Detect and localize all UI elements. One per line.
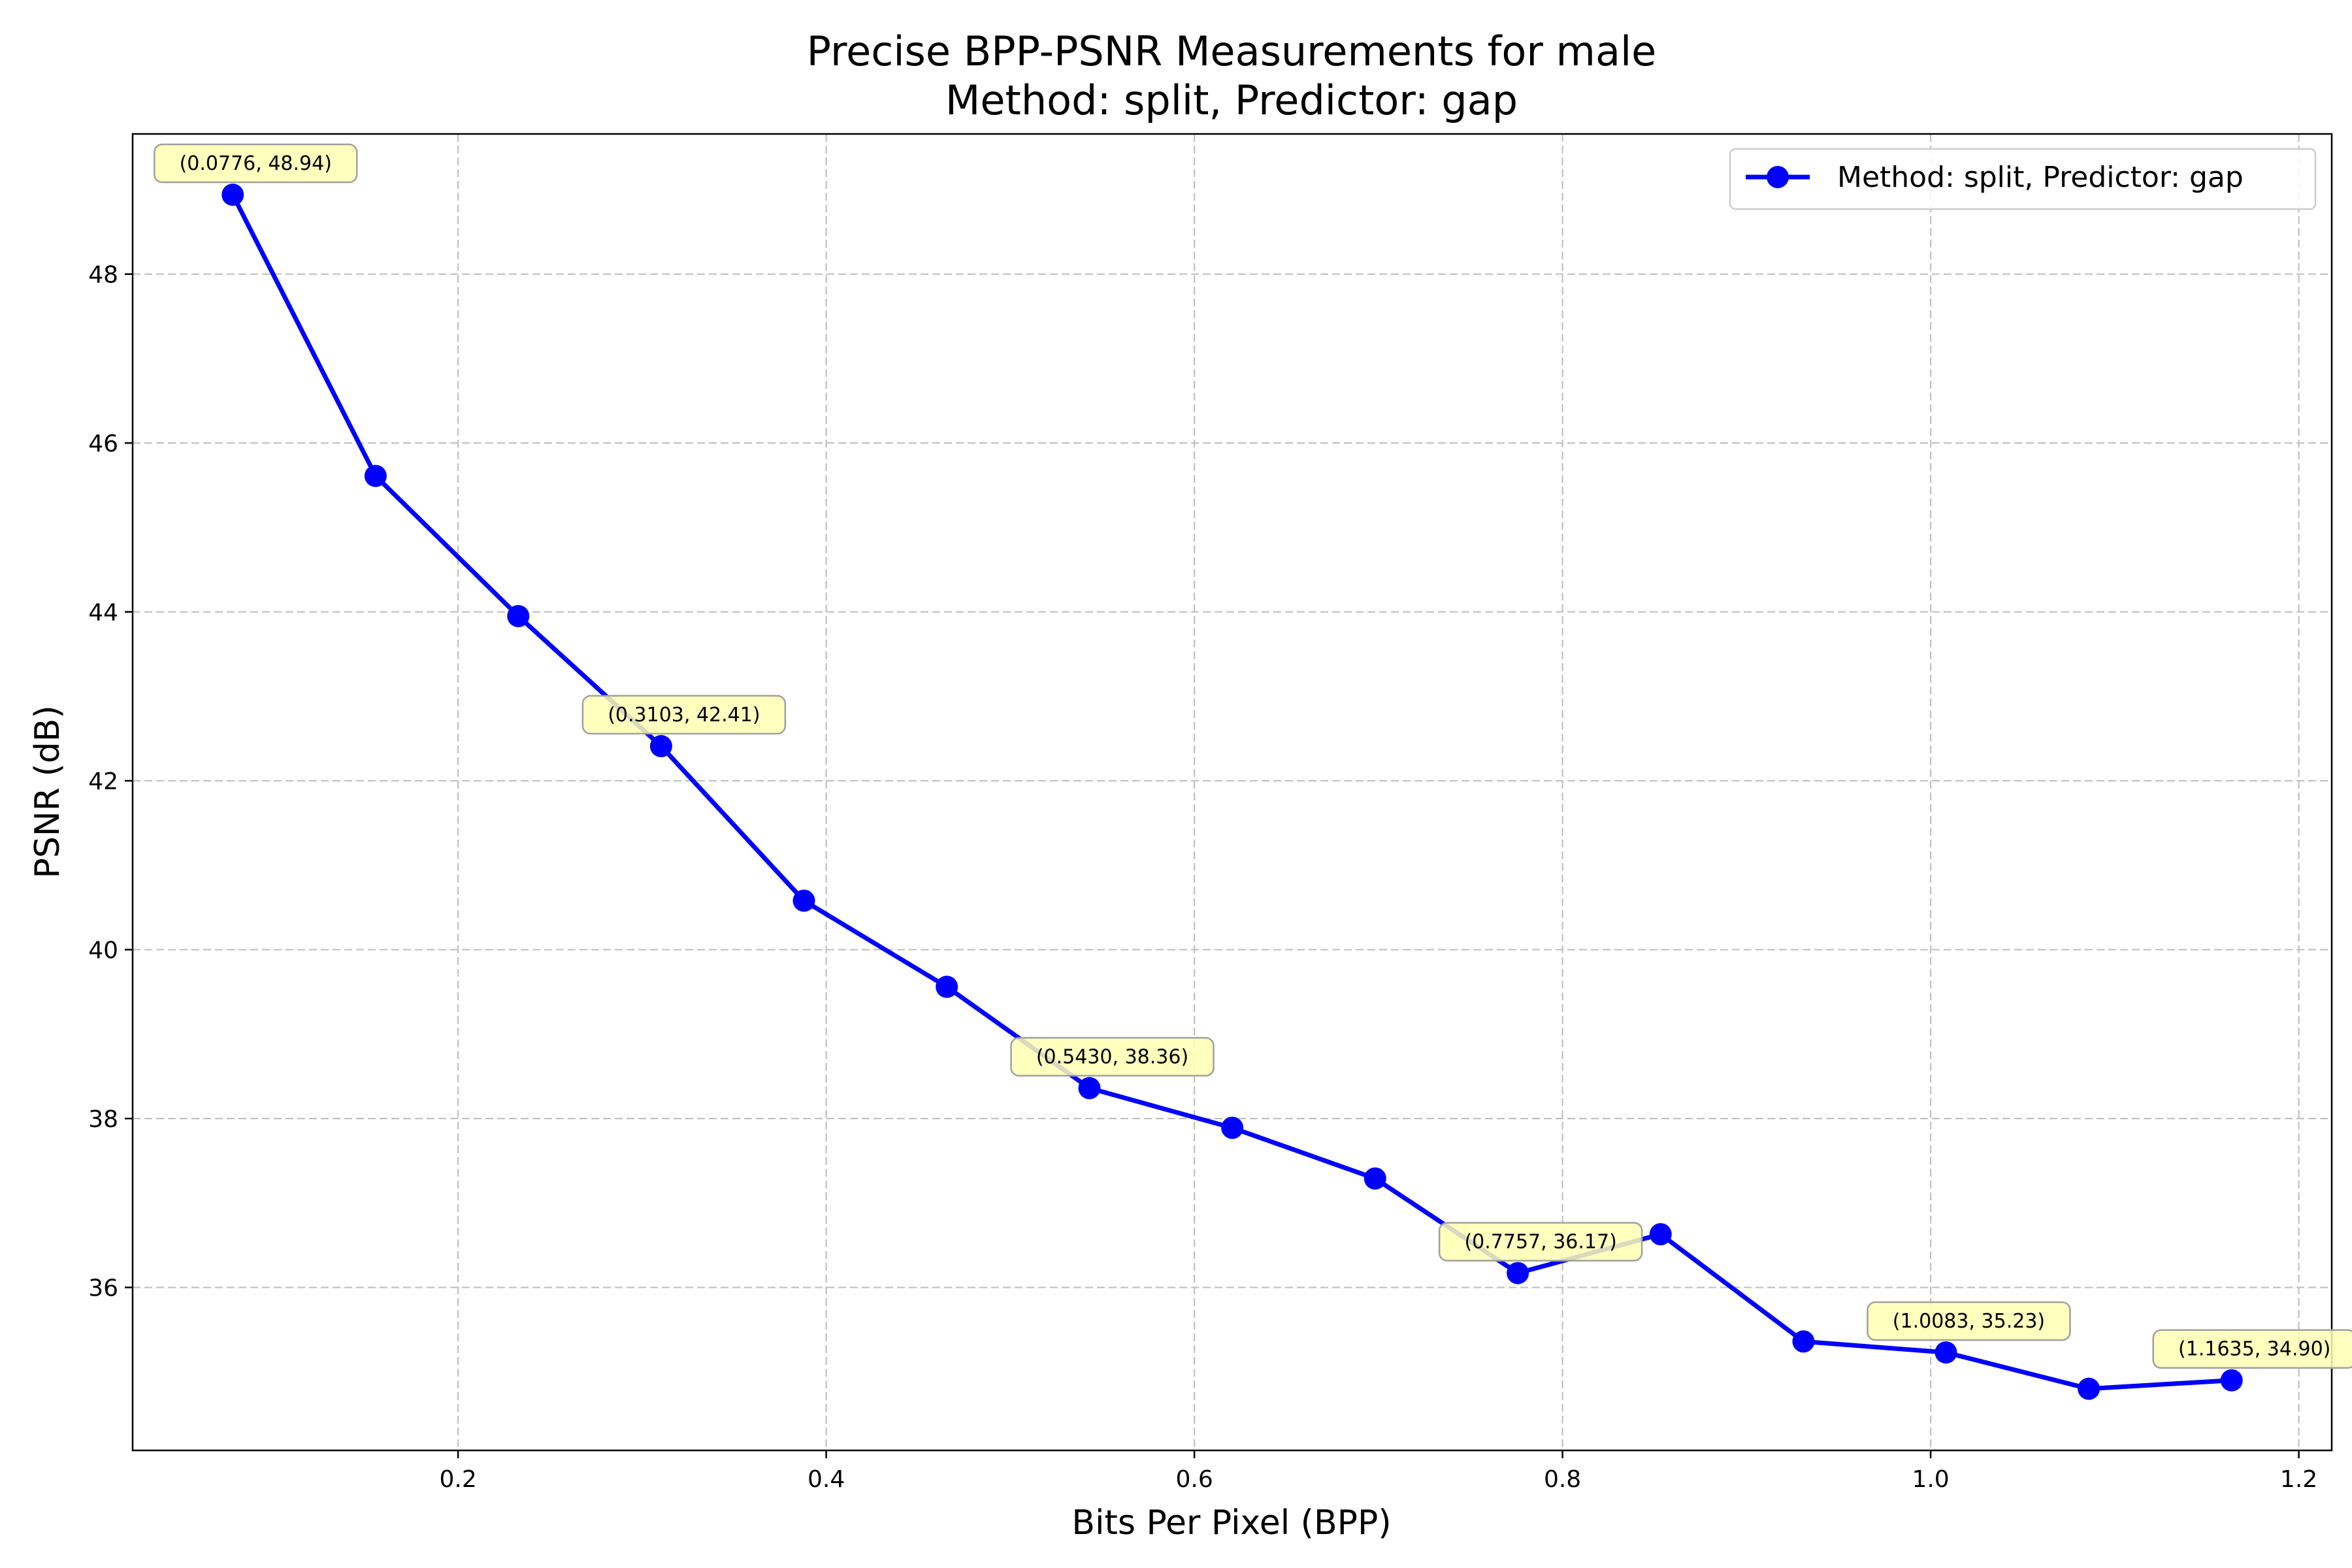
y-axis-ticks: 36 38 40 42 44 46 48 [88, 262, 133, 1302]
y-tick-label: 40 [88, 938, 118, 964]
data-point [792, 889, 815, 912]
annotation-box [581, 694, 787, 735]
annotation-label: (0.3103, 42.41) [608, 704, 760, 727]
data-point [1507, 1262, 1529, 1284]
legend: Method: split, Predictor: gap [1729, 148, 2317, 210]
data-point [1221, 1117, 1244, 1139]
data-point [1792, 1330, 1815, 1353]
annotation-label: (0.0776, 48.94) [180, 152, 332, 175]
x-tick-label: 0.6 [1175, 1466, 1213, 1493]
data-annotation: (0.5430, 38.36) [1010, 1037, 1215, 1077]
data-point [507, 605, 530, 628]
y-tick-label: 42 [88, 768, 118, 795]
x-tick-label: 1.2 [2280, 1466, 2317, 1493]
annotation-box [154, 143, 358, 184]
data-point [1649, 1223, 1672, 1246]
chart-subtitle: Method: split, Predictor: gap [945, 76, 1518, 124]
data-point [1078, 1077, 1101, 1100]
annotation-box [2152, 1329, 2352, 1369]
data-annotation: (0.3103, 42.41) [581, 694, 787, 735]
x-tick-label: 0.2 [439, 1466, 476, 1493]
chart-title: Precise BPP-PSNR Measurements for male [807, 27, 1657, 75]
data-point [2220, 1369, 2243, 1392]
y-tick-label: 46 [88, 431, 118, 457]
y-tick-label: 48 [88, 262, 118, 289]
data-point [649, 735, 672, 758]
y-tick-label: 36 [88, 1275, 118, 1302]
data-annotation: (1.1635, 34.90) [2152, 1329, 2352, 1369]
data-point [1364, 1167, 1386, 1190]
x-tick-label: 0.4 [808, 1466, 845, 1493]
data-point [936, 975, 958, 998]
annotation-label: (1.1635, 34.90) [2178, 1338, 2330, 1361]
annotation-label: (0.5430, 38.36) [1036, 1046, 1188, 1069]
annotation-box [1867, 1301, 2071, 1341]
x-tick-label: 0.8 [1544, 1466, 1581, 1493]
y-tick-label: 44 [88, 600, 118, 627]
annotation-label: (1.0083, 35.23) [1893, 1310, 2045, 1333]
x-axis-ticks: 0.2 0.4 0.6 0.8 1.0 1.2 [439, 1450, 2317, 1493]
data-annotation: (0.0776, 48.94) [154, 143, 358, 184]
data-point [2078, 1377, 2100, 1400]
data-annotation: (1.0083, 35.23) [1867, 1301, 2071, 1341]
data-point [221, 184, 244, 206]
annotation-label: (0.7757, 36.17) [1464, 1231, 1616, 1254]
data-annotation: (0.7757, 36.17) [1438, 1222, 1643, 1262]
x-tick-label: 1.0 [1912, 1466, 1949, 1493]
y-tick-label: 38 [88, 1106, 118, 1133]
data-point [364, 465, 387, 487]
annotation-box [1438, 1222, 1643, 1262]
legend-box [1729, 148, 2317, 210]
plot-area-frame [131, 133, 2333, 1452]
legend-entry-label: Method: split, Predictor: gap [1837, 161, 2244, 194]
y-axis-label: PSNR (dB) [28, 705, 67, 878]
data-point [1935, 1341, 1957, 1364]
series-layer [221, 184, 2243, 1400]
annotation-box [1010, 1037, 1215, 1077]
x-axis-label: Bits Per Pixel (BPP) [1071, 1503, 1391, 1543]
legend-marker-swatch [1767, 166, 1789, 188]
annotation-layer: (0.0776, 48.94) (0.3103, 42.41) (0.5430, 3… [154, 143, 2352, 1369]
